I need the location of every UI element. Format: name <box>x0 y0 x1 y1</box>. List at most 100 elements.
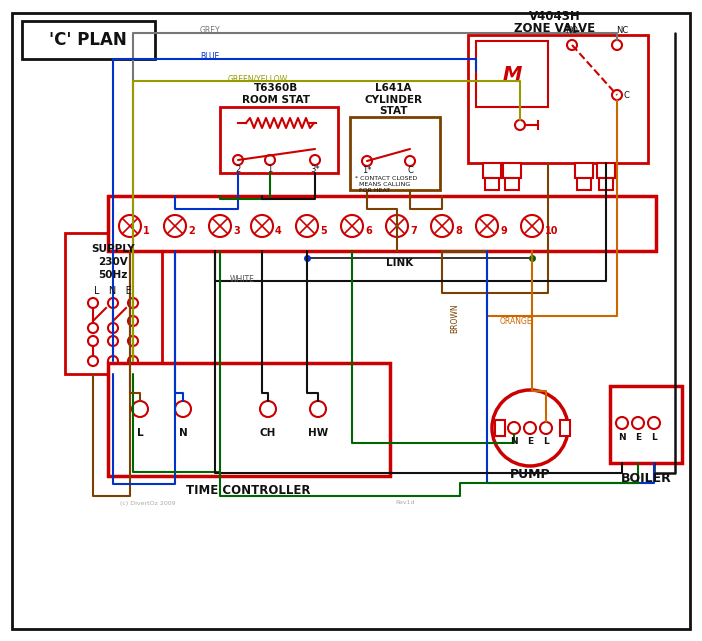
Text: N: N <box>178 428 187 438</box>
Text: CYLINDER: CYLINDER <box>364 95 422 105</box>
Text: WHITE: WHITE <box>230 274 255 283</box>
Text: 1: 1 <box>267 165 272 174</box>
Text: TIME CONTROLLER: TIME CONTROLLER <box>186 485 310 497</box>
Text: 230V: 230V <box>98 257 128 267</box>
Circle shape <box>632 417 644 429</box>
Circle shape <box>132 401 148 417</box>
Text: V4043H: V4043H <box>529 10 581 22</box>
Text: 7: 7 <box>410 226 417 236</box>
Bar <box>575 163 593 178</box>
Text: L641A: L641A <box>375 83 411 93</box>
Circle shape <box>119 215 141 237</box>
Circle shape <box>508 422 520 434</box>
Circle shape <box>341 215 363 237</box>
Text: 8: 8 <box>455 226 462 236</box>
Text: T6360B: T6360B <box>254 83 298 93</box>
Text: C: C <box>407 165 413 174</box>
Bar <box>108 363 390 476</box>
Circle shape <box>260 401 276 417</box>
Text: STAT: STAT <box>379 106 407 116</box>
Circle shape <box>431 215 453 237</box>
Bar <box>505 178 519 190</box>
Circle shape <box>233 155 243 165</box>
Text: NO: NO <box>566 26 578 35</box>
Text: BLUE: BLUE <box>200 51 219 60</box>
Circle shape <box>175 401 191 417</box>
Text: FOR HEAT: FOR HEAT <box>355 188 390 192</box>
Bar <box>495 420 505 436</box>
Text: 2: 2 <box>235 165 241 174</box>
Text: L: L <box>137 428 143 438</box>
Circle shape <box>265 155 275 165</box>
Text: E: E <box>635 433 641 442</box>
Bar <box>220 107 338 173</box>
Text: L: L <box>543 438 549 447</box>
Circle shape <box>310 155 320 165</box>
Circle shape <box>251 215 273 237</box>
Circle shape <box>612 40 622 50</box>
Circle shape <box>108 356 118 366</box>
Text: M: M <box>503 65 522 83</box>
Bar <box>476 41 548 107</box>
Text: L: L <box>651 433 657 442</box>
Circle shape <box>88 336 98 346</box>
Text: ORANGE: ORANGE <box>500 317 533 326</box>
Circle shape <box>612 90 622 100</box>
Text: 1: 1 <box>143 226 150 236</box>
Circle shape <box>476 215 498 237</box>
Text: SUPPLY: SUPPLY <box>91 244 135 254</box>
Circle shape <box>164 215 186 237</box>
Circle shape <box>88 356 98 366</box>
Text: N: N <box>618 433 625 442</box>
Circle shape <box>310 401 326 417</box>
Text: PUMP: PUMP <box>510 469 550 481</box>
Circle shape <box>362 156 372 166</box>
Circle shape <box>540 422 552 434</box>
Circle shape <box>567 40 577 50</box>
Text: LINK: LINK <box>386 258 413 268</box>
Text: MEANS CALLING: MEANS CALLING <box>355 181 410 187</box>
Text: GREEN/YELLOW: GREEN/YELLOW <box>228 74 288 83</box>
Bar <box>108 196 656 251</box>
Circle shape <box>108 323 118 333</box>
Bar <box>597 163 615 178</box>
Circle shape <box>515 120 525 130</box>
Text: 'C' PLAN: 'C' PLAN <box>49 31 127 49</box>
Text: GREY: GREY <box>200 26 220 35</box>
Text: N: N <box>510 438 518 447</box>
Circle shape <box>616 417 628 429</box>
Text: NC: NC <box>616 26 628 35</box>
Text: 50Hz: 50Hz <box>98 270 128 280</box>
Text: BROWN: BROWN <box>451 303 460 333</box>
Text: 5: 5 <box>320 226 326 236</box>
Bar <box>610 386 682 463</box>
Text: 9: 9 <box>500 226 507 236</box>
Bar <box>483 163 501 178</box>
Circle shape <box>108 298 118 308</box>
Text: * CONTACT CLOSED: * CONTACT CLOSED <box>355 176 417 181</box>
Text: C: C <box>623 90 629 99</box>
Circle shape <box>296 215 318 237</box>
Circle shape <box>524 422 536 434</box>
Bar <box>350 117 440 190</box>
Text: 1*: 1* <box>362 165 372 174</box>
Text: CH: CH <box>260 428 276 438</box>
Circle shape <box>88 323 98 333</box>
Bar <box>577 178 591 190</box>
Bar <box>22 21 155 59</box>
Text: 6: 6 <box>365 226 372 236</box>
Text: 3*: 3* <box>310 165 320 174</box>
Circle shape <box>108 336 118 346</box>
Text: 3: 3 <box>233 226 240 236</box>
Text: BOILER: BOILER <box>621 472 671 485</box>
Text: 2: 2 <box>188 226 194 236</box>
Bar <box>503 163 521 178</box>
Bar <box>485 178 499 190</box>
Text: E: E <box>527 438 533 447</box>
Text: L   N   E: L N E <box>94 286 132 296</box>
Text: Rev1d: Rev1d <box>395 501 414 506</box>
Circle shape <box>492 390 568 466</box>
Text: ROOM STAT: ROOM STAT <box>242 95 310 105</box>
Circle shape <box>405 156 415 166</box>
Circle shape <box>128 298 138 308</box>
